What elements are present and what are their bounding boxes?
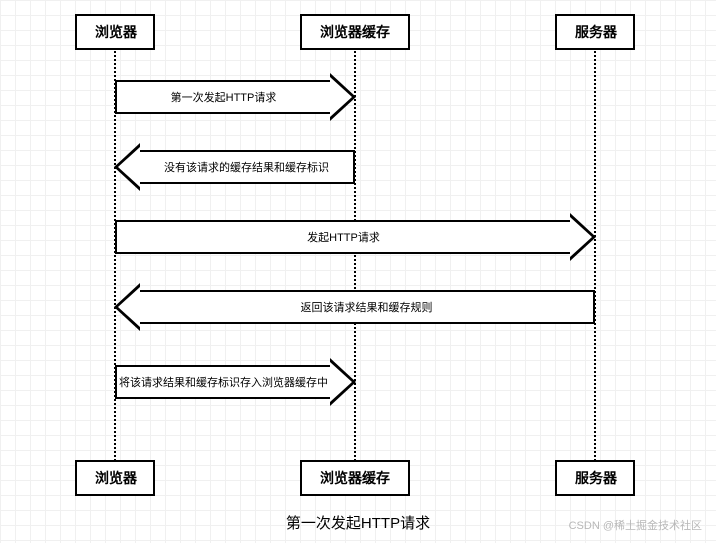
actor-label: 浏览器缓存 [320, 24, 390, 40]
diagram-caption: 第一次发起HTTP请求 [286, 512, 430, 533]
watermark-text: CSDN @稀土掘金技术社区 [569, 517, 702, 533]
watermark-label: CSDN @稀土掘金技术社区 [569, 520, 702, 532]
message-label: 第一次发起HTTP请求 [171, 89, 277, 105]
message-arrow: 没有该请求的缓存结果和缓存标识 [140, 150, 355, 184]
message-arrow: 返回该请求结果和缓存规则 [140, 290, 595, 324]
arrow-head-icon [114, 283, 140, 331]
message-arrow: 第一次发起HTTP请求 [115, 80, 330, 114]
arrow-head-icon [330, 73, 356, 121]
actor-server-top: 服务器 [555, 14, 635, 50]
arrow-head-icon [570, 213, 596, 261]
actor-label: 浏览器 [95, 24, 137, 40]
actor-server-bottom: 服务器 [555, 460, 635, 496]
message-label: 将该请求结果和缓存标识存入浏览器缓存中 [119, 374, 328, 390]
message-arrow: 发起HTTP请求 [115, 220, 570, 254]
arrow-head-icon [114, 143, 140, 191]
actor-label: 服务器 [575, 470, 617, 486]
caption-text: 第一次发起HTTP请求 [286, 515, 430, 532]
message-label: 没有该请求的缓存结果和缓存标识 [164, 159, 329, 175]
actor-cache-bottom: 浏览器缓存 [300, 460, 410, 496]
actor-label: 浏览器缓存 [320, 470, 390, 486]
actor-browser-top: 浏览器 [75, 14, 155, 50]
actor-cache-top: 浏览器缓存 [300, 14, 410, 50]
actor-label: 浏览器 [95, 470, 137, 486]
actor-browser-bottom: 浏览器 [75, 460, 155, 496]
message-label: 发起HTTP请求 [307, 229, 380, 245]
arrow-head-icon [330, 358, 356, 406]
message-label: 返回该请求结果和缓存规则 [301, 299, 433, 315]
message-arrow: 将该请求结果和缓存标识存入浏览器缓存中 [115, 365, 330, 399]
actor-label: 服务器 [575, 24, 617, 40]
